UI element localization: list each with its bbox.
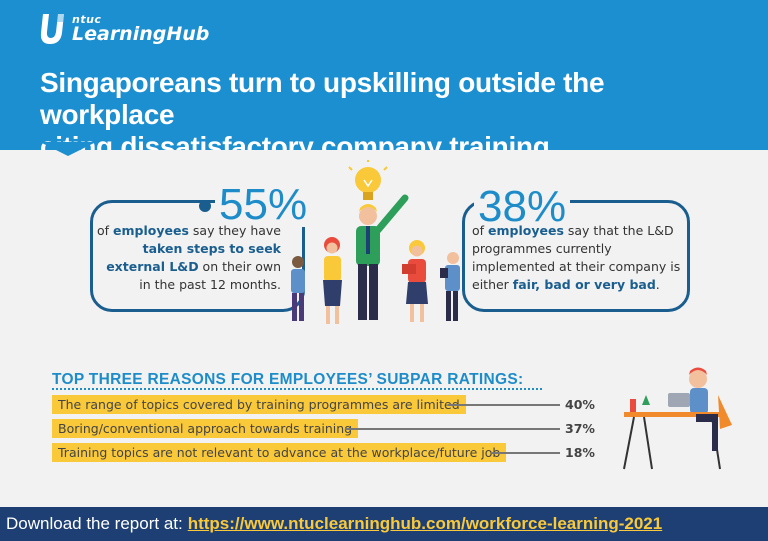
reason-connector-1 [448,404,560,406]
logo-learninghub-text: LearningHub [72,23,210,45]
stat-dot-left [199,200,211,212]
reason-label-3: Training topics are not relevant to adva… [52,443,507,462]
stat-value-38: 38% [474,185,571,229]
logo-ntuc-text: ntuc [72,13,102,26]
stat-description-38: of employees say that the L&D programmes… [472,223,681,292]
reason-label-1: The range of topics covered by training … [52,395,466,414]
plant-icon [642,395,650,405]
reason-row-3: Training topics are not relevant to adva… [52,443,507,462]
person-1 [291,256,305,321]
stat-description-55: of employees say they have taken steps t… [97,223,281,292]
person-3-leader [356,194,409,320]
stat-box-38 [462,200,690,312]
reason-label-2: Boring/conventional approach towards tra… [52,419,359,438]
stat-value-55: 55% [215,183,312,227]
employees-illustration [291,160,460,324]
reasons-title-underline [52,388,542,390]
reason-row-1: The range of topics covered by training … [52,395,466,414]
person-2 [323,237,342,324]
reason-connector-2 [345,428,560,430]
person-5 [440,252,460,321]
u-logo-icon [38,12,66,46]
headline-line-1: Singaporeans turn to upskilling outside … [40,67,605,130]
reason-connector-3 [492,452,560,454]
footer-label: Download the report at: [6,514,183,533]
header-notch [40,142,96,156]
report-download-link[interactable]: https://www.ntuclearninghub.com/workforc… [187,514,663,533]
mug-icon [630,399,636,412]
person-4 [402,240,428,322]
page-headline: Singaporeans turn to upskilling outside … [40,67,740,163]
reason-percent-3: 18% [565,445,595,460]
reasons-title: TOP THREE REASONS FOR EMPLOYEES’ SUBPAR … [52,371,524,388]
lightbulb-icon [348,160,388,200]
reason-percent-2: 37% [565,421,595,436]
footer-bar: Download the report at: https://www.ntuc… [0,507,768,541]
ntuc-learninghub-logo[interactable]: ntuc LearningHub [38,12,209,46]
reason-row-2: Boring/conventional approach towards tra… [52,419,359,438]
laptop-icon [668,393,690,407]
header-banner: ntuc LearningHub Singaporeans turn to up… [0,0,768,162]
worker-at-desk-illustration [623,367,732,470]
reason-percent-1: 40% [565,397,595,412]
